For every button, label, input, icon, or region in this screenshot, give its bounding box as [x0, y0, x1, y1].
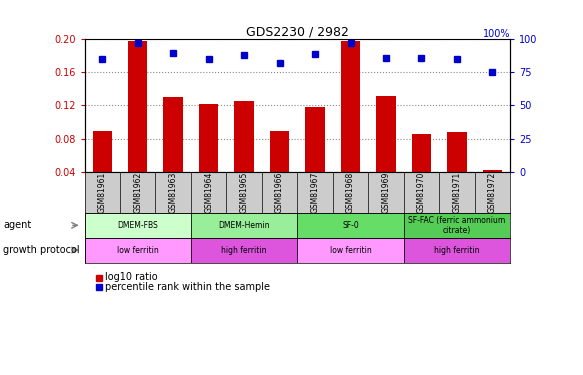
Text: high ferritin: high ferritin: [434, 246, 480, 255]
Bar: [163, 97, 183, 172]
Text: log10 ratio: log10 ratio: [105, 273, 157, 282]
Bar: [191, 213, 297, 238]
Bar: [199, 104, 219, 172]
Text: GSM81963: GSM81963: [168, 172, 178, 213]
Text: DMEM-Hemin: DMEM-Hemin: [219, 221, 270, 230]
Text: GSM81971: GSM81971: [452, 172, 461, 213]
Bar: [297, 213, 404, 238]
Text: SF-FAC (ferric ammonium
citrate): SF-FAC (ferric ammonium citrate): [408, 216, 505, 235]
Text: SF-0: SF-0: [342, 221, 359, 230]
Text: GSM81965: GSM81965: [240, 172, 248, 213]
Bar: [376, 96, 396, 172]
Bar: [403, 238, 510, 262]
Text: percentile rank within the sample: percentile rank within the sample: [105, 282, 270, 292]
Text: GSM81972: GSM81972: [488, 172, 497, 213]
Text: GSM81961: GSM81961: [98, 172, 107, 213]
Bar: [93, 131, 112, 172]
Text: growth protocol: growth protocol: [3, 245, 79, 255]
Text: GSM81962: GSM81962: [134, 172, 142, 213]
Bar: [447, 132, 466, 172]
Bar: [483, 170, 502, 172]
Bar: [191, 238, 297, 262]
Text: GSM81970: GSM81970: [417, 172, 426, 213]
Bar: [85, 213, 191, 238]
Bar: [403, 213, 510, 238]
Text: high ferritin: high ferritin: [222, 246, 267, 255]
Text: DMEM-FBS: DMEM-FBS: [117, 221, 158, 230]
Text: GSM81964: GSM81964: [204, 172, 213, 213]
Text: low ferritin: low ferritin: [329, 246, 371, 255]
Title: GDS2230 / 2982: GDS2230 / 2982: [246, 25, 349, 38]
Bar: [234, 101, 254, 172]
Bar: [297, 238, 404, 262]
Text: GSM81966: GSM81966: [275, 172, 284, 213]
Text: GSM81968: GSM81968: [346, 172, 355, 213]
Bar: [305, 107, 325, 172]
Text: low ferritin: low ferritin: [117, 246, 159, 255]
Bar: [341, 41, 360, 172]
Text: agent: agent: [3, 220, 31, 230]
Text: GSM81967: GSM81967: [311, 172, 319, 213]
Text: 100%: 100%: [483, 29, 510, 39]
Bar: [412, 134, 431, 172]
Text: GSM81969: GSM81969: [381, 172, 391, 213]
Bar: [270, 131, 289, 172]
Bar: [128, 41, 147, 172]
Bar: [85, 238, 191, 262]
